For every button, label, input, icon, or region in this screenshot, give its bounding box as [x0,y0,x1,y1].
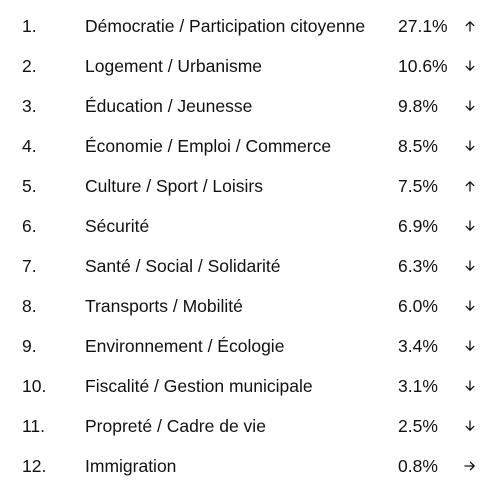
list-item: 9. Environnement / Écologie 3.4% [0,326,500,366]
topic-label: Propreté / Cadre de vie [85,416,266,436]
list-item: 3. Éducation / Jeunesse 9.8% [0,86,500,126]
topic-label: Éducation / Jeunesse [85,96,253,116]
topic-label: Économie / Emploi / Commerce [85,136,332,156]
rank-number: 5. [22,176,37,196]
list-item: 11. Propreté / Cadre de vie 2.5% [0,406,500,446]
down-arrow-icon [462,286,478,326]
percentage-value: 2.5% [398,416,438,436]
percentage-value: 8.5% [398,136,438,156]
ranking-list: 1. Démocratie / Participation citoyenne 27… [0,6,500,486]
percentage-value: 10.6% [398,56,448,76]
down-arrow-icon [462,206,478,246]
rank-number: 3. [22,96,37,116]
list-item: 8. Transports / Mobilité 6.0% [0,286,500,326]
topic-label: Culture / Sport / Loisirs [85,176,263,196]
rank-number: 7. [22,256,37,276]
percentage-value: 6.9% [398,216,438,236]
list-item: 1. Démocratie / Participation citoyenne 27… [0,6,500,46]
down-arrow-icon [462,46,478,86]
percentage-value: 3.4% [398,336,438,356]
down-arrow-icon [462,126,478,166]
rank-number: 8. [22,296,37,316]
down-arrow-icon [462,406,478,446]
down-arrow-icon [462,246,478,286]
percentage-value: 6.0% [398,296,438,316]
up-arrow-icon [462,6,478,46]
topic-label: Sécurité [85,216,150,236]
rank-number: 4. [22,136,37,156]
list-item: 12. Immigration 0.8% [0,446,500,486]
percentage-value: 3.1% [398,376,438,396]
list-item: 7. Santé / Social / Solidarité 6.3% [0,246,500,286]
list-item: 10. Fiscalité / Gestion municipale 3.1% [0,366,500,406]
rank-number: 9. [22,336,37,356]
down-arrow-icon [462,366,478,406]
percentage-value: 9.8% [398,96,438,116]
down-arrow-icon [462,326,478,366]
percentage-value: 0.8% [398,456,438,476]
rank-number: 11. [22,416,46,436]
right-arrow-icon [462,446,478,486]
rank-number: 2. [22,56,37,76]
list-item: 4. Économie / Emploi / Commerce 8.5% [0,126,500,166]
list-item: 5. Culture / Sport / Loisirs 7.5% [0,166,500,206]
rank-number: 12. [22,456,47,476]
topic-label: Environnement / Écologie [85,336,285,356]
list-item: 2. Logement / Urbanisme 10.6% [0,46,500,86]
topic-label: Fiscalité / Gestion municipale [85,376,313,396]
list-item: 6. Sécurité 6.9% [0,206,500,246]
down-arrow-icon [462,86,478,126]
rank-number: 1. [22,16,37,36]
rank-number: 10. [22,376,47,396]
percentage-value: 27.1% [398,16,448,36]
topic-label: Santé / Social / Solidarité [85,256,281,276]
topic-label: Immigration [85,456,177,476]
topic-label: Transports / Mobilité [85,296,243,316]
rank-number: 6. [22,216,37,236]
topic-label: Démocratie / Participation citoyenne [85,16,366,36]
percentage-value: 7.5% [398,176,438,196]
up-arrow-icon [462,166,478,206]
percentage-value: 6.3% [398,256,438,276]
topic-label: Logement / Urbanisme [85,56,263,76]
